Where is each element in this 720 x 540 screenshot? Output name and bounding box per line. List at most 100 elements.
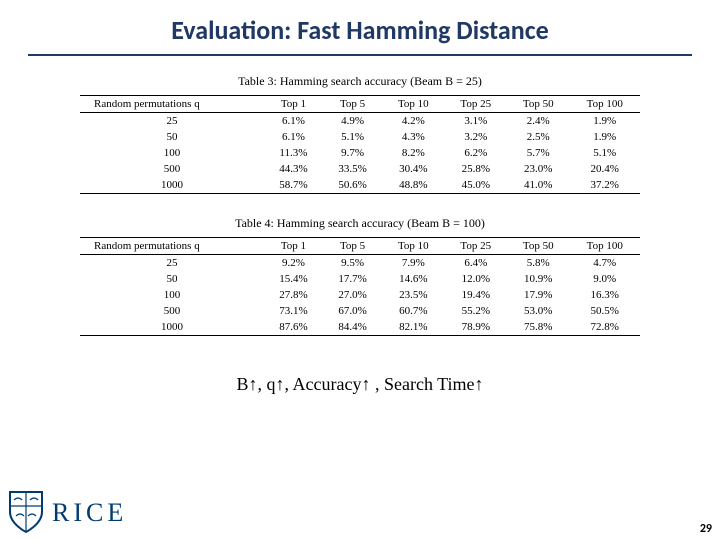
table4-cell-4-0: 87.6%	[264, 319, 323, 336]
table4-cell-1-2: 14.6%	[382, 271, 444, 287]
table3-cell-2-4: 5.7%	[507, 145, 569, 161]
slide-title: Evaluation: Fast Hamming Distance	[0, 0, 720, 54]
table-row: 10011.3%9.7%8.2%6.2%5.7%5.1%	[80, 145, 640, 161]
table3-cell-0-1: 4.9%	[323, 113, 382, 130]
table4-cell-4-3: 78.9%	[445, 319, 507, 336]
table4-q-4: 1000	[80, 319, 264, 336]
table4-cell-0-3: 6.4%	[445, 255, 507, 272]
table4: Random permutations q Top 1 Top 5 Top 10…	[80, 237, 640, 336]
table3-q-2: 100	[80, 145, 264, 161]
table4-q-1: 50	[80, 271, 264, 287]
table4-cell-2-2: 23.5%	[382, 287, 444, 303]
table-row: 256.1%4.9%4.2%3.1%2.4%1.9%	[80, 113, 640, 130]
table3-cell-0-2: 4.2%	[382, 113, 444, 130]
table3-cell-1-0: 6.1%	[264, 129, 323, 145]
table3-cell-4-3: 45.0%	[445, 177, 507, 194]
table3-col-0: Top 1	[264, 96, 323, 113]
table3-col-4: Top 50	[507, 96, 569, 113]
table3-cell-4-2: 48.8%	[382, 177, 444, 194]
table3-col-2: Top 10	[382, 96, 444, 113]
table-row: 10027.8%27.0%23.5%19.4%17.9%16.3%	[80, 287, 640, 303]
table4-cell-0-2: 7.9%	[382, 255, 444, 272]
table3-q-4: 1000	[80, 177, 264, 194]
table4-cell-1-3: 12.0%	[445, 271, 507, 287]
table4-cell-0-0: 9.2%	[264, 255, 323, 272]
table-row: 5015.4%17.7%14.6%12.0%10.9%9.0%	[80, 271, 640, 287]
table3-cell-2-0: 11.3%	[264, 145, 323, 161]
table4-cell-3-5: 50.5%	[569, 303, 640, 319]
table3-col-5: Top 100	[569, 96, 640, 113]
table3-cell-1-2: 4.3%	[382, 129, 444, 145]
summary-text: B↑, q↑, Accuracy↑ , Search Time↑	[0, 374, 720, 395]
table4-cell-3-3: 55.2%	[445, 303, 507, 319]
table4-cell-1-1: 17.7%	[323, 271, 382, 287]
table3-cell-3-0: 44.3%	[264, 161, 323, 177]
table3-col-3: Top 25	[445, 96, 507, 113]
table4-cell-4-5: 72.8%	[569, 319, 640, 336]
table4-col-0: Top 1	[264, 238, 323, 255]
table3-cell-0-0: 6.1%	[264, 113, 323, 130]
table-spacer	[0, 194, 720, 216]
table3-q-1: 50	[80, 129, 264, 145]
title-underline	[28, 54, 692, 56]
table4-header-row: Random permutations q Top 1 Top 5 Top 10…	[80, 238, 640, 255]
table-row: 506.1%5.1%4.3%3.2%2.5%1.9%	[80, 129, 640, 145]
table3-cell-4-1: 50.6%	[323, 177, 382, 194]
table3-cell-4-5: 37.2%	[569, 177, 640, 194]
table4-cell-4-2: 82.1%	[382, 319, 444, 336]
table4-wrapper: Table 4: Hamming search accuracy (Beam B…	[80, 216, 640, 336]
table-row: 259.2%9.5%7.9%6.4%5.8%4.7%	[80, 255, 640, 272]
table3-cell-0-5: 1.9%	[569, 113, 640, 130]
table4-q-3: 500	[80, 303, 264, 319]
table3-cell-3-3: 25.8%	[445, 161, 507, 177]
table4-cell-2-5: 16.3%	[569, 287, 640, 303]
table-row: 50073.1%67.0%60.7%55.2%53.0%50.5%	[80, 303, 640, 319]
table3-cell-3-1: 33.5%	[323, 161, 382, 177]
table4-cell-3-0: 73.1%	[264, 303, 323, 319]
table3-q-3: 500	[80, 161, 264, 177]
table4-cell-4-1: 84.4%	[323, 319, 382, 336]
table4-q-2: 100	[80, 287, 264, 303]
table3-cell-1-3: 3.2%	[445, 129, 507, 145]
table3-cell-1-4: 2.5%	[507, 129, 569, 145]
table4-cell-0-1: 9.5%	[323, 255, 382, 272]
page-number: 29	[700, 522, 712, 536]
table-row: 100058.7%50.6%48.8%45.0%41.0%37.2%	[80, 177, 640, 194]
table4-cell-3-1: 67.0%	[323, 303, 382, 319]
table4-cell-3-2: 60.7%	[382, 303, 444, 319]
table3-cell-2-5: 5.1%	[569, 145, 640, 161]
table3-cell-4-0: 58.7%	[264, 177, 323, 194]
table3-cell-3-2: 30.4%	[382, 161, 444, 177]
table3-cell-4-4: 41.0%	[507, 177, 569, 194]
table3-header-left: Random permutations q	[80, 96, 264, 113]
table4-cell-2-1: 27.0%	[323, 287, 382, 303]
table4-cell-2-3: 19.4%	[445, 287, 507, 303]
table4-col-2: Top 10	[382, 238, 444, 255]
table4-col-1: Top 5	[323, 238, 382, 255]
table-row: 100087.6%84.4%82.1%78.9%75.8%72.8%	[80, 319, 640, 336]
rice-shield-icon	[6, 490, 46, 534]
table3-header-row: Random permutations q Top 1 Top 5 Top 10…	[80, 96, 640, 113]
table3-cell-3-5: 20.4%	[569, 161, 640, 177]
rice-logo-text: RICE	[52, 498, 127, 528]
table3-col-1: Top 5	[323, 96, 382, 113]
table3-cell-2-1: 9.7%	[323, 145, 382, 161]
table4-col-5: Top 100	[569, 238, 640, 255]
table3-cell-1-5: 1.9%	[569, 129, 640, 145]
table4-col-4: Top 50	[507, 238, 569, 255]
table3-cell-1-1: 5.1%	[323, 129, 382, 145]
table4-q-0: 25	[80, 255, 264, 272]
table4-cell-3-4: 53.0%	[507, 303, 569, 319]
table3-cell-2-2: 8.2%	[382, 145, 444, 161]
table4-cell-2-0: 27.8%	[264, 287, 323, 303]
table4-caption: Table 4: Hamming search accuracy (Beam B…	[80, 216, 640, 231]
table-row: 50044.3%33.5%30.4%25.8%23.0%20.4%	[80, 161, 640, 177]
table4-cell-4-4: 75.8%	[507, 319, 569, 336]
table3-wrapper: Table 3: Hamming search accuracy (Beam B…	[80, 74, 640, 194]
table4-cell-0-4: 5.8%	[507, 255, 569, 272]
table4-col-3: Top 25	[445, 238, 507, 255]
table3-caption: Table 3: Hamming search accuracy (Beam B…	[80, 74, 640, 89]
table4-cell-0-5: 4.7%	[569, 255, 640, 272]
table3: Random permutations q Top 1 Top 5 Top 10…	[80, 95, 640, 194]
table4-header-left: Random permutations q	[80, 238, 264, 255]
